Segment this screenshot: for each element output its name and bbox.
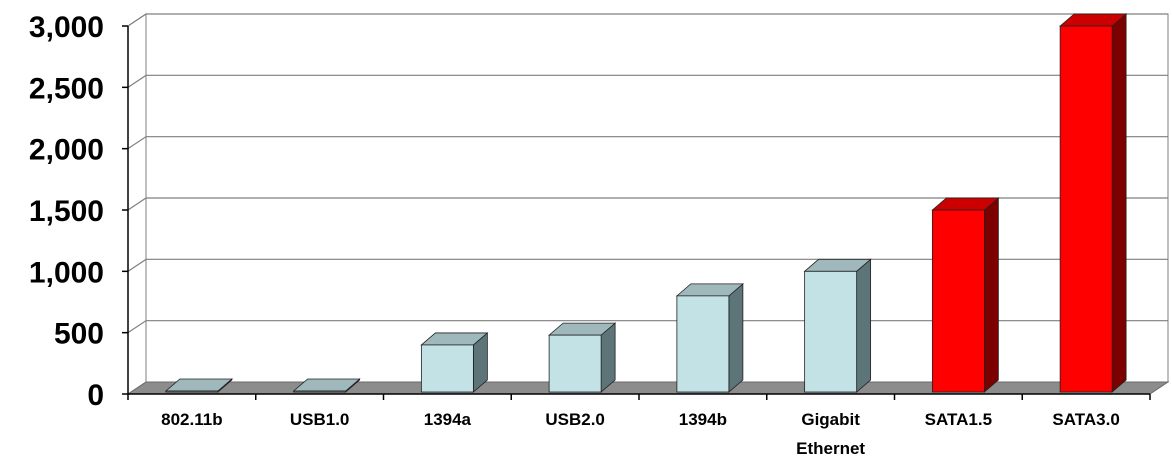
x-tick-label: 1394a bbox=[424, 410, 472, 429]
bar bbox=[1059, 13, 1128, 393]
x-tick-label: Ethernet bbox=[796, 439, 865, 458]
y-tick-label: 1,500 bbox=[29, 195, 104, 228]
x-tick-label: 1394b bbox=[679, 410, 727, 429]
floor bbox=[126, 381, 1170, 395]
x-tick-label: USB1.0 bbox=[290, 410, 350, 429]
gridline bbox=[127, 74, 1168, 88]
bar bbox=[292, 378, 361, 393]
axes bbox=[122, 25, 1151, 400]
bars bbox=[164, 13, 1128, 393]
plot-floor bbox=[126, 381, 1170, 395]
y-tick-labels: 0 500 1,000 1,500 2,000 2,500 3,000 bbox=[29, 11, 104, 412]
y-tick-label: 2,500 bbox=[29, 72, 104, 105]
y-tick-label: 0 bbox=[87, 379, 104, 412]
bar bbox=[931, 197, 1000, 393]
y-tick-label: 2,000 bbox=[29, 134, 104, 167]
y-tick-label: 1,000 bbox=[29, 256, 104, 289]
gridline bbox=[127, 197, 1168, 211]
bar bbox=[675, 282, 744, 393]
x-tick-label: 802.11b bbox=[161, 410, 222, 429]
bar bbox=[548, 322, 617, 393]
plot-walls bbox=[127, 13, 1169, 395]
bar bbox=[420, 332, 489, 393]
bar bbox=[164, 378, 233, 393]
x-tick-label: SATA3.0 bbox=[1052, 410, 1119, 429]
y-tick-label: 3,000 bbox=[29, 11, 104, 44]
x-tick-label: Gigabit bbox=[801, 410, 860, 429]
x-tick-labels: 802.11b USB1.0 1394a USB2.0 1394b Gigabit Ethe… bbox=[161, 410, 1120, 458]
x-tick-label: SATA1.5 bbox=[925, 410, 992, 429]
bar bbox=[803, 258, 872, 393]
y-tick-label: 500 bbox=[54, 318, 104, 351]
gridline bbox=[127, 136, 1168, 150]
gridline bbox=[127, 13, 1168, 27]
x-tick-label: USB2.0 bbox=[545, 410, 605, 429]
